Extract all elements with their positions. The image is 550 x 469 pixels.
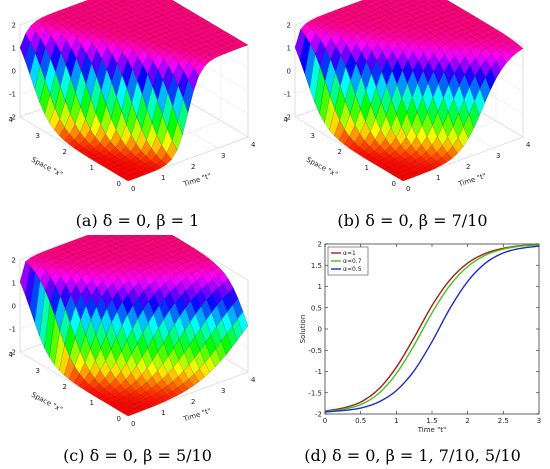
- surface-cell: [397, 175, 409, 182]
- t-tick-label: 2: [191, 163, 195, 171]
- series-line: [324, 244, 540, 412]
- legend-entry: α=0.5: [343, 266, 362, 273]
- x-axis-label: Space "x": [30, 391, 64, 414]
- t-tick-label: 3: [221, 152, 225, 160]
- z-tick-label: 0: [287, 68, 291, 76]
- t-tick-label: 2: [191, 398, 195, 406]
- y-tick-label: -1.5: [308, 389, 322, 397]
- t-tick-label: 0: [131, 185, 135, 193]
- caption-c: (c) δ = 0, β = 5/10: [63, 446, 212, 465]
- z-tick-label: -2: [9, 114, 16, 122]
- x-tick-label: 4: [9, 116, 14, 124]
- z-tick-label: -1: [9, 91, 16, 99]
- caption-b: (b) δ = 0, β = 7/10: [337, 211, 488, 230]
- x-tick-label: 4: [9, 351, 14, 359]
- y-tick-label: 1.5: [311, 262, 322, 270]
- x-tick-label: 1: [365, 164, 369, 172]
- z-tick-label: 1: [12, 45, 16, 53]
- x-tick-label: 3: [537, 417, 541, 425]
- caption-a: (a) δ = 0, β = 1: [75, 211, 200, 230]
- series-line: [324, 244, 540, 413]
- surface-cell: [122, 175, 134, 182]
- z-tick-label: 0: [12, 303, 16, 311]
- legend: α=1α=0.7α=0.5: [327, 246, 369, 276]
- y-tick-label: 2: [318, 241, 322, 249]
- y-tick-label: -1: [315, 368, 322, 376]
- x-tick-label: 4: [284, 116, 289, 124]
- x-tick-label: 2: [63, 148, 67, 156]
- y-tick-label: -2: [315, 411, 322, 419]
- z-tick-label: 2: [12, 22, 16, 30]
- y-axis-label: Solution: [299, 315, 307, 344]
- x-tick-label: 0.5: [355, 417, 366, 425]
- t-axis-label: Time "t": [457, 172, 488, 189]
- line-plot-d: 0 0.5 1 1.5 2 2.5 3 -2 -1.5 -1 -0.5 0 0.5 1 1.5 2 Time "…: [299, 241, 541, 435]
- z-tick-label: -1: [284, 91, 291, 99]
- legend-entry: α=0.7: [343, 258, 362, 265]
- y-tick-label: 0.5: [311, 304, 322, 312]
- x-tick-label: 0: [117, 415, 121, 423]
- x-tick-label: 1: [90, 164, 94, 172]
- x-axis-label: Space "x": [30, 156, 64, 179]
- t-tick-label: 3: [221, 387, 225, 395]
- t-tick-label: 4: [526, 141, 531, 149]
- z-tick-label: 2: [12, 257, 16, 265]
- legend-entry: α=1: [343, 250, 356, 257]
- y-tick-label: 1: [318, 283, 322, 291]
- t-axis-label: Time "t": [182, 172, 213, 189]
- z-tick-label: 1: [12, 280, 16, 288]
- y-tick-label: -0.5: [308, 347, 322, 355]
- x-tick-label: 2: [63, 383, 67, 391]
- t-tick-label: 4: [251, 376, 256, 384]
- x-axis-label: Time "t": [417, 426, 447, 434]
- t-tick-label: 0: [131, 420, 135, 428]
- ticks: 0 0.5 1 1.5 2 2.5 3 -2 -1.5 -1 -0.5 0 0.5 1 1.5 2: [308, 241, 541, 426]
- surface-cell: [122, 410, 134, 417]
- caption-d: (d) δ = 0, β = 1, 7/10, 5/10: [304, 446, 521, 465]
- x-tick-label: 1: [90, 399, 94, 407]
- t-tick-label: 1: [436, 174, 440, 182]
- z-tick-label: -1: [9, 326, 16, 334]
- x-axis-label: Space "x": [305, 156, 339, 179]
- x-tick-label: 0: [392, 180, 396, 188]
- x-tick-label: 0: [323, 417, 327, 425]
- x-tick-label: 2: [338, 148, 342, 156]
- t-tick-label: 2: [466, 163, 470, 171]
- x-tick-label: 3: [36, 367, 40, 375]
- t-tick-label: 1: [161, 409, 165, 417]
- t-tick-label: 3: [496, 152, 500, 160]
- series-line: [324, 245, 540, 413]
- x-tick-label: 2: [465, 417, 469, 425]
- surface-mesh: [294, 0, 524, 182]
- t-axis-label: Time "t": [182, 407, 213, 424]
- z-tick-label: -2: [9, 349, 16, 357]
- x-tick-label: 0: [117, 180, 121, 188]
- z-tick-label: 1: [287, 45, 291, 53]
- gridline: [171, 235, 249, 281]
- surface-mesh: [19, 0, 249, 182]
- z-tick-label: 0: [12, 68, 16, 76]
- t-tick-label: 0: [406, 185, 410, 193]
- t-tick-label: 4: [251, 141, 256, 149]
- x-tick-label: 1.5: [426, 417, 437, 425]
- z-tick-label: -2: [284, 114, 291, 122]
- y-tick-label: 0: [318, 326, 322, 334]
- x-tick-label: 1: [394, 417, 398, 425]
- t-tick-label: 1: [161, 174, 165, 182]
- x-tick-label: 3: [36, 132, 40, 140]
- panel-d: 0 0.5 1 1.5 2 2.5 3 -2 -1.5 -1 -0.5 0 0.5 1 1.5 2 Time "…: [275, 235, 550, 469]
- x-tick-label: 3: [311, 132, 315, 140]
- z-tick-label: 2: [287, 22, 291, 30]
- x-tick-label: 2.5: [498, 417, 509, 425]
- surface-mesh: [19, 235, 249, 417]
